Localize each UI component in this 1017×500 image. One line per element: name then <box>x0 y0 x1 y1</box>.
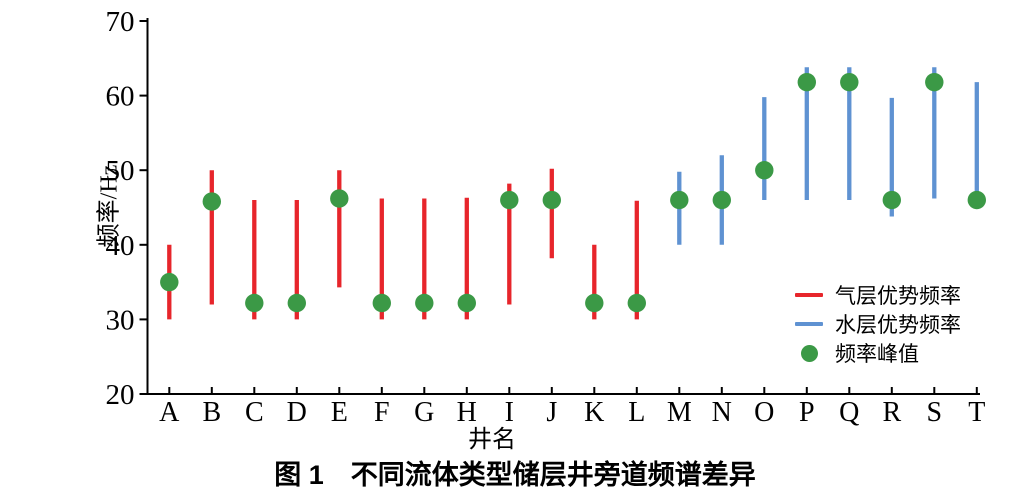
peak-frequency-dot <box>670 190 689 210</box>
peak-frequency-dot <box>500 190 519 210</box>
legend-label-water: 水层优势频率 <box>835 313 961 337</box>
x-tick-label: T <box>968 397 985 428</box>
x-tick-label: L <box>628 397 645 428</box>
peak-frequency-dot <box>585 293 604 313</box>
peak-frequency-dot <box>160 272 179 292</box>
gas-swatch-box <box>795 293 823 297</box>
peak-frequency-dot <box>245 293 264 313</box>
x-axis-title: 井名 <box>468 427 516 453</box>
x-tick-label: P <box>799 397 815 428</box>
peak-frequency-dot <box>415 293 434 313</box>
peak-frequency-dot <box>925 72 944 92</box>
x-tick-label: K <box>584 397 604 428</box>
x-tick-label: B <box>202 397 221 428</box>
peak-frequency-dot <box>330 189 349 208</box>
x-tick-label: O <box>754 397 774 428</box>
x-tick-label: E <box>331 397 348 428</box>
x-tick-label: R <box>882 397 901 428</box>
x-tick-label: H <box>457 397 477 428</box>
peak-frequency-dot <box>882 190 901 210</box>
x-tick-label: M <box>667 397 692 428</box>
y-tick-label: 30 <box>106 304 135 336</box>
water-swatch-box <box>795 322 823 326</box>
legend: 气层优势频率 水层优势频率 频率峰值 <box>795 282 961 366</box>
water-line-swatch-icon <box>795 322 823 326</box>
x-tick-label: Q <box>839 397 859 428</box>
legend-item-gas: 气层优势频率 <box>795 282 961 308</box>
peak-frequency-dot <box>797 72 816 92</box>
peak-frequency-dot <box>712 190 731 210</box>
peak-frequency-dot <box>755 161 774 180</box>
y-tick-label: 40 <box>106 230 135 262</box>
peak-frequency-dot <box>967 190 986 210</box>
x-tick-label: I <box>505 397 514 428</box>
peak-frequency-dot <box>840 72 859 92</box>
peak-frequency-dot <box>542 190 561 210</box>
peak-frequency-dot <box>287 293 306 313</box>
gas-line-swatch-icon <box>795 293 823 297</box>
peak-frequency-dot <box>372 293 391 313</box>
y-tick-label: 70 <box>106 6 135 38</box>
frequency-range-chart: 20 30 40 50 60 70 A B C D E F G H I J K L M N O P Q R S T <box>106 6 986 428</box>
legend-label-peak: 频率峰值 <box>835 342 919 366</box>
legend-item-peak: 频率峰值 <box>795 340 961 366</box>
x-tick-label: A <box>159 397 180 428</box>
legend-label-gas: 气层优势频率 <box>835 284 961 308</box>
y-axis-title: 频率/Hz <box>96 164 123 248</box>
figure-title: 图 1 不同流体类型储层井旁道频谱差异 <box>274 460 756 490</box>
legend-item-water: 水层优势频率 <box>795 311 961 337</box>
x-tick-label: C <box>245 397 264 428</box>
peak-frequency-dot <box>627 293 646 313</box>
x-tick-label: G <box>414 397 434 428</box>
peak-dot-swatch-icon <box>800 344 818 362</box>
x-tick-label: D <box>287 397 307 428</box>
y-tick-label: 50 <box>106 155 135 187</box>
x-tick-label: F <box>374 397 390 428</box>
y-tick-label: 20 <box>106 379 135 411</box>
x-tick-label: S <box>927 397 943 428</box>
x-tick-label: N <box>712 397 732 428</box>
peak-frequency-dot <box>202 192 221 211</box>
y-tick-label: 60 <box>106 81 135 113</box>
peak-frequency-dot <box>457 293 476 313</box>
x-tick-label: J <box>546 397 557 428</box>
peak-swatch-box <box>795 344 823 362</box>
